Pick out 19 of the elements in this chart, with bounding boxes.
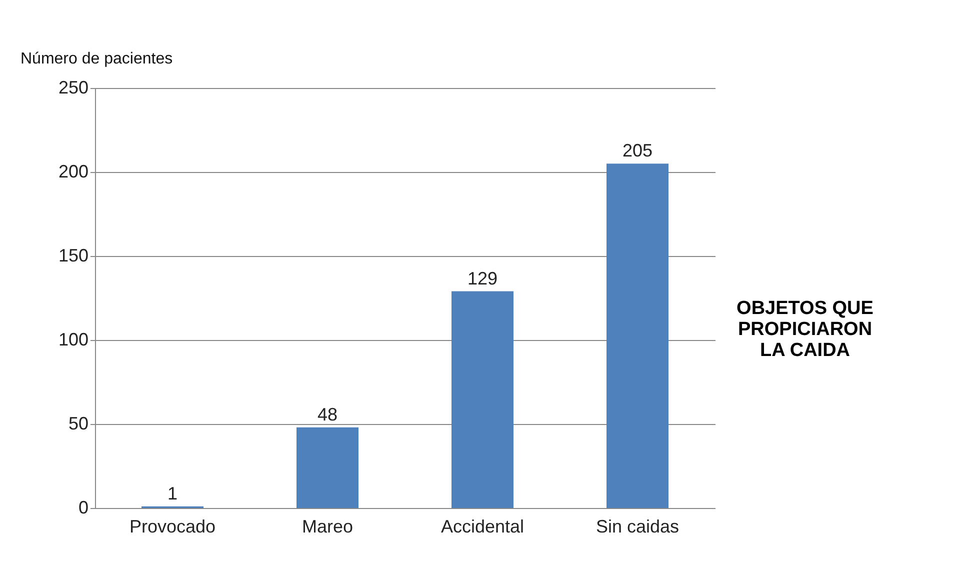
bar <box>452 291 514 508</box>
bar <box>606 164 668 508</box>
data-label: 48 <box>317 404 338 424</box>
x-tick-label: Mareo <box>302 516 354 536</box>
data-label: 205 <box>622 140 653 161</box>
y-tick-label: 0 <box>78 498 88 518</box>
data-label: 1 <box>167 483 178 504</box>
x-tick-label: Provocado <box>129 516 216 536</box>
data-label: 129 <box>467 268 498 288</box>
bar <box>296 427 358 508</box>
y-tick-label: 100 <box>58 330 88 350</box>
text: OBJETOS QUE PROPICIARON LA CAIDA <box>736 298 874 361</box>
y-tick-label: 50 <box>68 414 88 434</box>
y-tick-label: 150 <box>58 246 88 266</box>
y-tick-label: 200 <box>58 162 88 182</box>
x-tick-label: Sin caidas <box>596 516 680 536</box>
y-tick-label: 250 <box>58 78 88 98</box>
x-tick-label: Accidental <box>440 516 524 536</box>
y-axis-title: Número de pacientes <box>20 50 173 68</box>
